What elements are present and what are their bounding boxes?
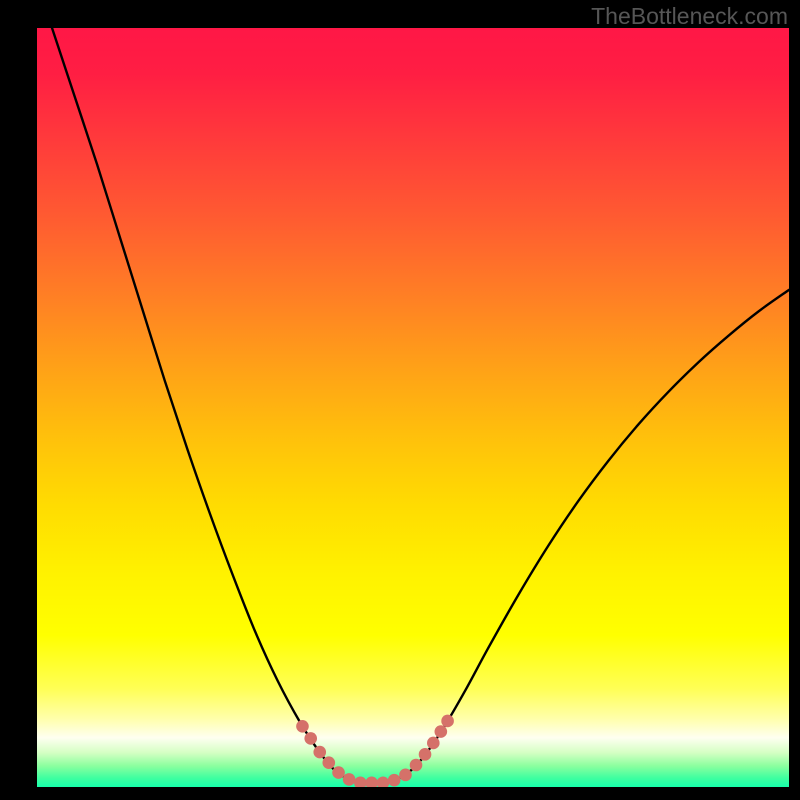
highlight-dot xyxy=(343,773,356,786)
highlight-dot xyxy=(296,720,309,733)
highlight-dot xyxy=(322,756,335,769)
highlight-dot xyxy=(332,766,345,779)
highlight-dot xyxy=(435,725,448,738)
highlight-dot xyxy=(419,748,432,761)
highlight-dot xyxy=(313,746,326,759)
chart-container: TheBottleneck.com xyxy=(0,0,800,800)
highlight-dot xyxy=(388,774,401,787)
plot-area xyxy=(37,28,789,787)
plot-background xyxy=(37,28,789,787)
highlight-dot xyxy=(399,769,412,782)
highlight-dot xyxy=(410,759,423,772)
highlight-dot xyxy=(427,737,440,750)
highlight-dot xyxy=(304,732,317,745)
highlight-dot xyxy=(441,715,454,728)
chart-svg xyxy=(37,28,789,787)
watermark-label: TheBottleneck.com xyxy=(591,3,788,30)
